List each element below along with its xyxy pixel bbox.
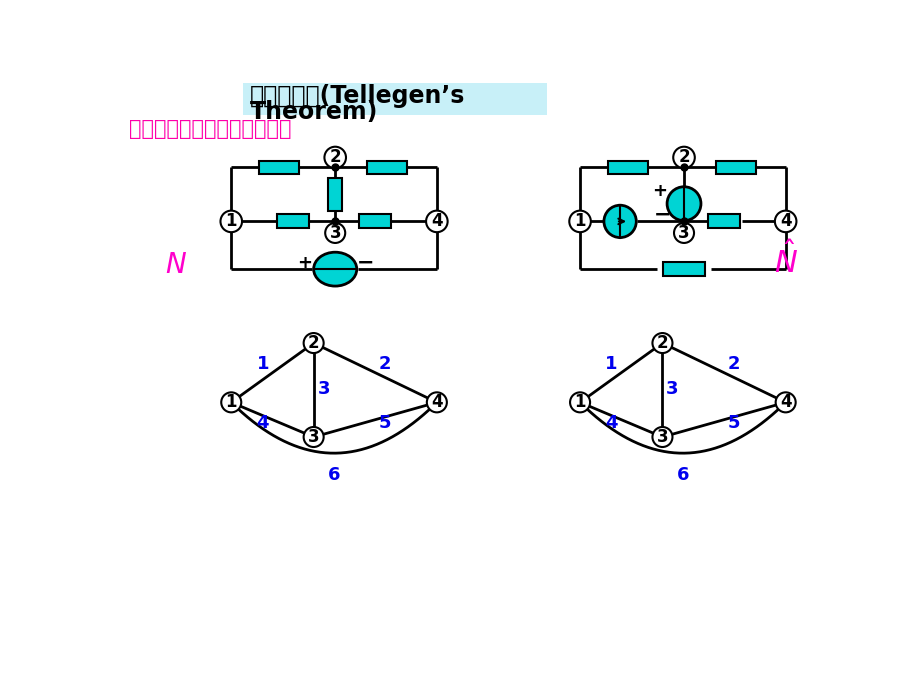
Circle shape — [673, 147, 694, 168]
Text: 6: 6 — [676, 466, 688, 484]
Bar — [243, 83, 547, 115]
Bar — [328, 178, 342, 210]
Bar — [707, 215, 740, 228]
Text: 1: 1 — [256, 355, 268, 373]
Bar — [662, 262, 705, 276]
Text: 3: 3 — [656, 428, 667, 446]
Circle shape — [426, 393, 447, 413]
Text: $\hat{N}$: $\hat{N}$ — [773, 241, 797, 279]
Circle shape — [569, 210, 590, 232]
Circle shape — [652, 333, 672, 353]
Text: 1: 1 — [605, 355, 618, 373]
Text: 5: 5 — [379, 414, 391, 432]
Text: 3: 3 — [665, 380, 678, 398]
Text: 6: 6 — [328, 466, 340, 484]
Text: $N$: $N$ — [165, 251, 187, 279]
Circle shape — [774, 210, 796, 232]
Ellipse shape — [313, 253, 357, 286]
Text: 1: 1 — [573, 213, 585, 230]
Text: 1: 1 — [573, 393, 585, 411]
Circle shape — [674, 223, 693, 243]
Text: +: + — [297, 254, 312, 272]
Circle shape — [570, 393, 589, 413]
Circle shape — [303, 427, 323, 447]
Circle shape — [221, 393, 241, 413]
Circle shape — [603, 205, 636, 237]
Text: 3: 3 — [308, 428, 319, 446]
Text: 2: 2 — [379, 355, 391, 373]
Text: 1: 1 — [225, 213, 237, 230]
Bar — [358, 215, 391, 228]
Text: 2: 2 — [656, 334, 667, 352]
Text: 5: 5 — [727, 414, 740, 432]
Text: 2: 2 — [308, 334, 319, 352]
Circle shape — [425, 210, 448, 232]
Bar — [715, 161, 754, 175]
Text: 一、具有相同拓扑结构的电路: 一、具有相同拓扑结构的电路 — [129, 119, 291, 139]
Circle shape — [221, 210, 242, 232]
Circle shape — [652, 427, 672, 447]
Text: 4: 4 — [779, 393, 790, 411]
Text: 2: 2 — [329, 148, 341, 166]
Bar — [259, 161, 299, 175]
Text: +: + — [652, 182, 666, 200]
Bar — [607, 161, 647, 175]
Text: −: − — [357, 253, 374, 273]
Bar — [277, 215, 309, 228]
Text: 4: 4 — [431, 213, 442, 230]
Text: 2: 2 — [677, 148, 689, 166]
Text: Theorem): Theorem) — [249, 100, 378, 124]
Circle shape — [324, 223, 345, 243]
Circle shape — [666, 187, 700, 221]
Bar — [367, 161, 406, 175]
Circle shape — [324, 147, 346, 168]
Text: 4: 4 — [256, 414, 268, 432]
Text: 3: 3 — [329, 224, 341, 242]
Text: 1: 1 — [225, 393, 237, 411]
Text: −: − — [653, 204, 671, 224]
Text: 3: 3 — [677, 224, 689, 242]
Text: 4: 4 — [431, 393, 442, 411]
Circle shape — [775, 393, 795, 413]
Text: 4: 4 — [779, 213, 790, 230]
Text: 特勒根定理(Tellegen’s: 特勒根定理(Tellegen’s — [249, 84, 465, 108]
Text: 3: 3 — [317, 380, 330, 398]
Text: 4: 4 — [605, 414, 618, 432]
Text: 2: 2 — [727, 355, 740, 373]
Circle shape — [303, 333, 323, 353]
